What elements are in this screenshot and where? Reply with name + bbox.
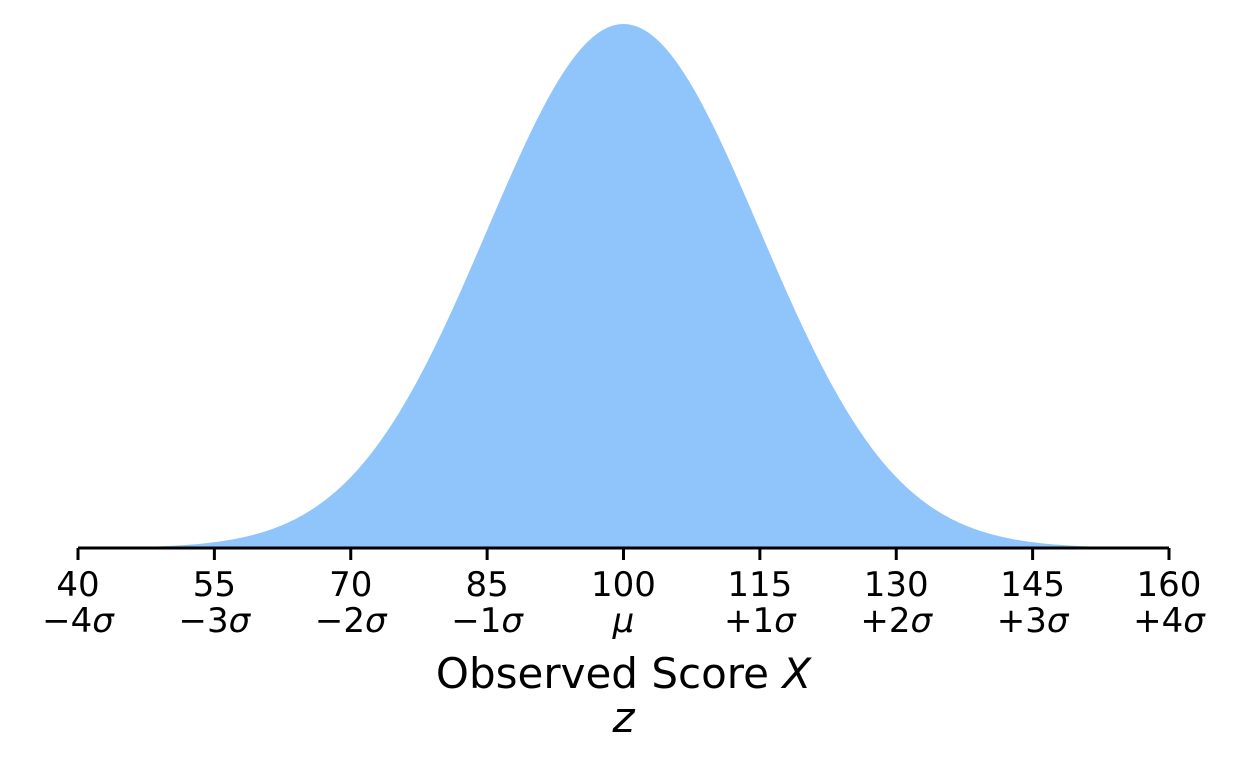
z-tick-label: +2σ bbox=[860, 601, 933, 641]
z-tick-label: −4σ bbox=[42, 601, 115, 641]
x-tick-label: 100 bbox=[591, 565, 656, 605]
z-tick-label: +1σ bbox=[724, 601, 797, 641]
z-tick-label: +3σ bbox=[997, 601, 1070, 641]
x-axis-ticks: 40−4σ55−3σ70−2σ85−1σ100μ115+1σ130+2σ145+… bbox=[42, 548, 1206, 641]
z-axis-title: z bbox=[611, 693, 635, 742]
z-tick-label: −2σ bbox=[315, 601, 388, 641]
x-axis-title-prefix: Observed Score bbox=[436, 649, 782, 698]
x-tick-label: 85 bbox=[465, 565, 508, 605]
density-curve-area bbox=[78, 24, 1169, 548]
x-axis-title: Observed Score X bbox=[436, 649, 812, 698]
x-tick-label: 115 bbox=[727, 565, 792, 605]
z-tick-label: +4σ bbox=[1133, 601, 1206, 641]
z-tick-label: −3σ bbox=[179, 601, 252, 641]
x-tick-label: 55 bbox=[193, 565, 236, 605]
x-tick-label: 70 bbox=[329, 565, 372, 605]
x-tick-label: 40 bbox=[56, 565, 99, 605]
z-tick-label: −1σ bbox=[451, 601, 524, 641]
x-tick-label: 160 bbox=[1137, 565, 1202, 605]
x-tick-label: 130 bbox=[864, 565, 929, 605]
z-tick-label: μ bbox=[612, 601, 635, 641]
x-tick-label: 145 bbox=[1000, 565, 1065, 605]
x-axis-title-symbol: X bbox=[780, 649, 812, 698]
